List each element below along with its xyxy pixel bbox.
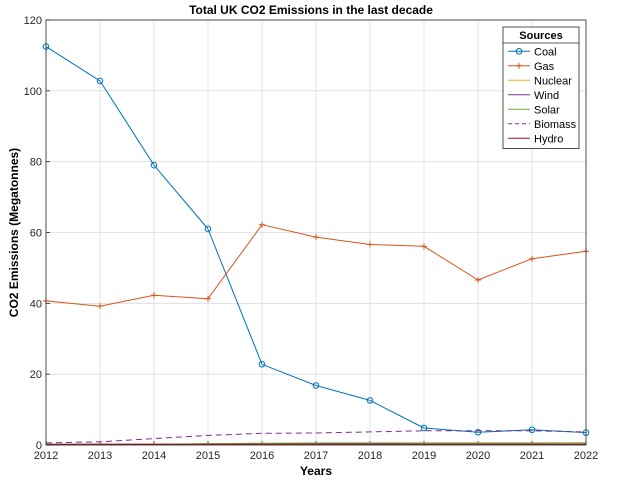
legend-marker-gas (516, 62, 522, 69)
data-point-coal (474, 428, 482, 436)
legend-item-gas: Gas (508, 61, 555, 73)
legend-label-coal: Coal (534, 46, 557, 58)
series-layer (42, 43, 590, 446)
y-axis-label: CO2 Emissions (Megatonnes) (7, 148, 21, 317)
x-tick-label: 2015 (196, 450, 220, 462)
data-point-gas (259, 221, 265, 228)
legend-item-biomass: Biomass (508, 119, 577, 131)
series-line-biomass (45, 430, 587, 444)
data-point-gas (367, 241, 373, 248)
chart-title: Total UK CO2 Emissions in the last decad… (189, 3, 433, 17)
data-point-gas (151, 292, 157, 299)
x-tick-label: 2016 (250, 450, 274, 462)
legend-label-solar: Solar (534, 104, 560, 116)
data-point-gas (205, 295, 211, 302)
x-tick-label: 2020 (466, 450, 490, 462)
legend-box (502, 26, 580, 149)
legend-title: Sources (519, 30, 562, 42)
y-tick-label: 80 (30, 157, 42, 169)
legend-item-hydro: Hydro (508, 133, 563, 145)
data-point-coal (366, 397, 374, 404)
data-point-coal (150, 161, 158, 169)
x-tick-label: 2012 (34, 450, 58, 462)
legend: Sources Coal Gas Nuclear Wind Solar Biomass Hyd… (502, 26, 580, 149)
data-point-coal (258, 360, 266, 368)
x-tick-label: 2022 (574, 450, 598, 462)
data-point-coal (204, 225, 212, 233)
x-tick-label: 2019 (412, 450, 436, 462)
x-tick-label: 2014 (142, 450, 166, 462)
axes-box (45, 19, 587, 446)
series-line-coal (45, 46, 587, 434)
x-tick-label: 2017 (304, 450, 328, 462)
series-biomass (45, 430, 587, 444)
y-tick-label: 60 (30, 228, 42, 240)
data-point-coal (312, 382, 320, 389)
data-point-gas (97, 303, 103, 310)
x-tick-label: 2021 (520, 450, 544, 462)
data-point-gas (475, 276, 481, 283)
data-point-gas (529, 255, 535, 262)
legend-label-gas: Gas (534, 61, 555, 73)
data-point-gas (313, 234, 319, 241)
legend-label-hydro: Hydro (534, 133, 563, 145)
y-tick-label: 120 (24, 15, 42, 27)
legend-item-solar: Solar (508, 104, 560, 116)
x-axis-label: Years (300, 464, 332, 478)
y-tick-label: 20 (30, 369, 42, 381)
y-tick-label: 0 (36, 440, 42, 452)
data-point-gas (421, 243, 427, 250)
data-point-coal (96, 77, 104, 85)
y-tick-label: 100 (24, 86, 42, 98)
data-point-coal (420, 424, 428, 432)
legend-item-coal: Coal (508, 46, 557, 58)
x-tick-label: 2013 (88, 450, 112, 462)
x-tick-label: 2018 (358, 450, 382, 462)
legend-label-wind: Wind (534, 90, 559, 102)
data-point-coal (528, 426, 536, 434)
legend-label-nuclear: Nuclear (534, 75, 572, 87)
legend-label-biomass: Biomass (534, 119, 577, 131)
tick-labels: 2012 2013 2014 2015 2016 2017 2018 2019 2020 2021… (24, 15, 599, 462)
legend-item-nuclear: Nuclear (508, 75, 572, 87)
legend-item-wind: Wind (508, 90, 559, 102)
y-tick-label: 40 (30, 298, 42, 310)
legend-marker-coal (515, 47, 523, 55)
